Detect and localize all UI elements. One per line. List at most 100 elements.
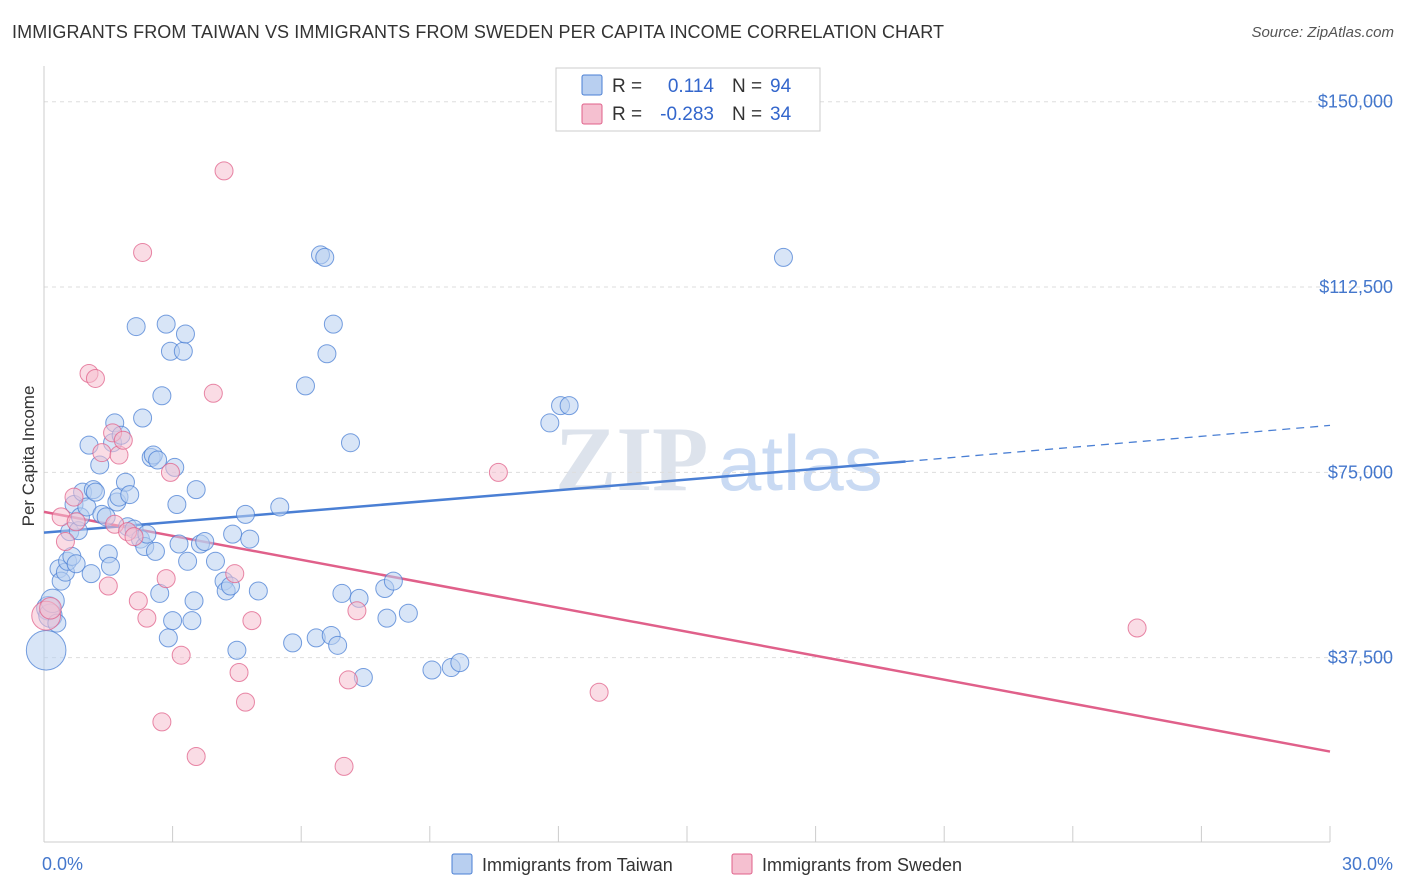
point-taiwan	[398, 603, 418, 623]
bottom-legend-sweden: Immigrants from Sweden	[762, 855, 962, 875]
point-taiwan	[158, 628, 178, 648]
legend-n-label-sweden: N =	[732, 104, 762, 125]
x-tick-label-min: 0.0%	[42, 854, 83, 874]
point-taiwan	[315, 247, 335, 267]
point-sweden	[242, 611, 262, 631]
point-sweden	[160, 462, 180, 482]
point-taiwan	[195, 532, 215, 552]
point-taiwan	[332, 583, 352, 603]
point-sweden	[338, 670, 358, 690]
point-taiwan	[152, 386, 172, 406]
point-taiwan	[422, 660, 442, 680]
point-taiwan	[323, 314, 343, 334]
point-sweden	[124, 527, 144, 547]
legend-r-label-taiwan: R =	[612, 76, 642, 97]
point-taiwan	[317, 344, 337, 364]
legend-n-label-taiwan: N =	[732, 76, 762, 97]
point-taiwan	[186, 480, 206, 500]
legend-r-value-taiwan: 0.114	[668, 76, 715, 97]
bottom-legend-taiwan: Immigrants from Taiwan	[482, 855, 673, 875]
point-sweden	[55, 532, 75, 552]
point-taiwan	[235, 504, 255, 524]
x-tick-label-max: 30.0%	[1342, 854, 1393, 874]
point-taiwan	[450, 653, 470, 673]
trend-lines	[43, 424, 1331, 753]
point-taiwan	[100, 556, 120, 576]
point-sweden	[152, 712, 172, 732]
legend-swatch-taiwan	[581, 74, 603, 96]
chart-title: IMMIGRANTS FROM TAIWAN VS IMMIGRANTS FRO…	[12, 22, 945, 42]
legend-n-value-taiwan: 94	[770, 76, 792, 97]
point-taiwan	[182, 611, 202, 631]
point-sweden	[235, 692, 255, 712]
point-taiwan	[283, 633, 303, 653]
point-taiwan	[133, 408, 153, 428]
point-taiwan	[145, 541, 165, 561]
trend-line-sweden	[43, 510, 1331, 753]
point-taiwan	[163, 611, 183, 631]
y-axis-title: Per Capita Income	[19, 386, 38, 527]
point-taiwan	[167, 494, 187, 514]
watermark-zip: ZIP	[555, 408, 708, 510]
point-sweden	[171, 645, 191, 665]
point-sweden	[39, 596, 62, 620]
point-sweden	[113, 430, 133, 450]
point-taiwan	[156, 314, 176, 334]
point-sweden	[137, 608, 157, 628]
correlation-legend: R = 0.114 N = 94 R = -0.283 N = 34	[555, 67, 821, 132]
trend-line-taiwan	[43, 460, 906, 534]
point-taiwan	[377, 608, 397, 628]
y-tick-label: $37,500	[1328, 648, 1393, 668]
point-taiwan	[178, 551, 198, 571]
point-sweden	[347, 601, 367, 621]
point-taiwan	[328, 635, 348, 655]
axes: $37,500 $75,000 $112,500 $150,000	[43, 66, 1393, 843]
point-taiwan	[81, 564, 101, 584]
point-taiwan	[383, 571, 403, 591]
point-taiwan	[175, 324, 195, 344]
point-taiwan	[169, 534, 189, 554]
bottom-legend-swatch-sweden	[731, 853, 753, 875]
y-tick-label: $150,000	[1318, 92, 1393, 112]
point-taiwan	[25, 629, 67, 671]
point-taiwan	[540, 413, 560, 433]
point-taiwan	[120, 485, 140, 505]
point-taiwan	[227, 640, 247, 660]
point-taiwan	[126, 317, 146, 337]
data-points	[25, 161, 1147, 776]
source-label: Source: ZipAtlas.com	[1251, 24, 1394, 41]
point-sweden	[98, 576, 118, 596]
point-taiwan	[773, 247, 793, 267]
legend-swatch-sweden	[581, 103, 603, 125]
point-sweden	[85, 368, 105, 388]
grid-lines	[44, 101, 1392, 659]
point-taiwan	[173, 341, 193, 361]
point-sweden	[133, 242, 153, 262]
point-taiwan	[223, 524, 243, 544]
point-sweden	[64, 487, 84, 507]
legend-r-value-sweden: -0.283	[660, 104, 714, 125]
point-sweden	[186, 747, 206, 767]
point-taiwan	[205, 551, 225, 571]
y-tick-label: $112,500	[1319, 277, 1393, 297]
point-taiwan	[248, 581, 268, 601]
point-taiwan	[270, 497, 290, 517]
point-taiwan	[295, 376, 315, 396]
point-sweden	[214, 161, 234, 181]
point-taiwan	[340, 433, 360, 453]
point-sweden	[66, 512, 86, 532]
point-taiwan	[66, 554, 86, 574]
point-sweden	[1127, 618, 1147, 638]
point-sweden	[589, 682, 609, 702]
point-sweden	[128, 591, 148, 611]
y-tick-label: $75,000	[1328, 462, 1393, 482]
point-taiwan	[240, 529, 260, 549]
watermark-atlas: atlas	[718, 419, 883, 507]
point-sweden	[203, 383, 223, 403]
point-taiwan	[85, 482, 105, 502]
legend-r-label-sweden: R =	[612, 104, 642, 125]
legend-n-value-sweden: 34	[770, 104, 792, 125]
bottom-legend-swatch-taiwan	[451, 853, 473, 875]
point-sweden	[92, 443, 112, 463]
